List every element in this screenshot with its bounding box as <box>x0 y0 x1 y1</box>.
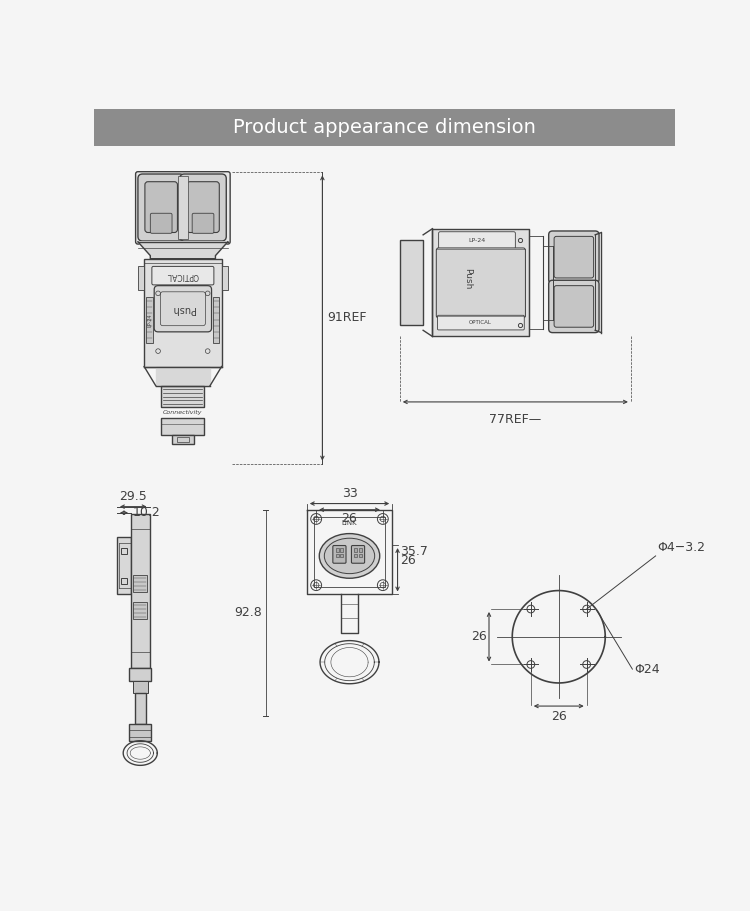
Bar <box>354 554 357 558</box>
Bar <box>177 436 189 442</box>
Text: 26: 26 <box>550 710 567 723</box>
Text: Product appearance dimension: Product appearance dimension <box>233 118 536 138</box>
FancyBboxPatch shape <box>154 286 212 332</box>
Text: Push: Push <box>463 268 472 290</box>
FancyBboxPatch shape <box>187 181 219 232</box>
Ellipse shape <box>324 538 375 574</box>
Bar <box>134 602 147 619</box>
FancyBboxPatch shape <box>549 231 599 283</box>
Polygon shape <box>144 366 222 385</box>
Text: 26: 26 <box>471 630 487 643</box>
Bar <box>130 668 151 681</box>
FancyBboxPatch shape <box>352 546 364 563</box>
Bar <box>130 723 151 741</box>
FancyBboxPatch shape <box>136 171 230 244</box>
Text: 77REF—: 77REF— <box>489 413 542 425</box>
FancyBboxPatch shape <box>554 236 594 278</box>
Text: Φ24: Φ24 <box>634 662 660 676</box>
Bar <box>354 548 357 552</box>
Bar <box>335 548 339 552</box>
Bar <box>161 385 204 407</box>
Bar <box>222 266 228 290</box>
Text: 29.5: 29.5 <box>119 490 147 503</box>
Text: LP-24: LP-24 <box>468 238 485 242</box>
Text: OPTICAL: OPTICAL <box>166 271 199 281</box>
Text: 92.8: 92.8 <box>234 607 262 619</box>
FancyBboxPatch shape <box>150 213 172 233</box>
Text: 26: 26 <box>400 554 416 567</box>
Bar <box>133 681 148 693</box>
Bar <box>178 177 188 240</box>
Bar <box>134 575 147 592</box>
Bar <box>400 241 423 325</box>
Bar <box>340 554 344 558</box>
FancyBboxPatch shape <box>549 281 599 333</box>
FancyBboxPatch shape <box>439 231 515 249</box>
Bar <box>335 554 339 558</box>
FancyBboxPatch shape <box>333 546 346 563</box>
Bar <box>131 514 149 668</box>
Bar <box>144 259 222 366</box>
Text: 10.2: 10.2 <box>133 507 160 519</box>
Bar <box>117 537 131 594</box>
Text: Connectivity: Connectivity <box>164 410 202 415</box>
Text: OPTICAL: OPTICAL <box>469 320 492 325</box>
Polygon shape <box>138 241 228 259</box>
Text: Φ4−3.2: Φ4−3.2 <box>657 541 705 555</box>
Text: LINK: LINK <box>342 520 357 526</box>
Text: 33: 33 <box>341 487 357 500</box>
FancyBboxPatch shape <box>152 266 214 285</box>
Text: Push: Push <box>171 303 195 313</box>
Bar <box>358 554 362 558</box>
Bar <box>358 548 362 552</box>
Bar <box>340 548 344 552</box>
Bar <box>172 435 194 445</box>
Bar <box>135 693 146 723</box>
FancyBboxPatch shape <box>180 174 226 241</box>
Bar <box>94 109 675 147</box>
Ellipse shape <box>320 534 380 578</box>
Bar <box>138 266 144 290</box>
Text: 26: 26 <box>341 512 357 525</box>
Text: LP-24: LP-24 <box>147 313 152 327</box>
FancyBboxPatch shape <box>138 174 184 241</box>
Bar <box>213 297 219 343</box>
FancyBboxPatch shape <box>437 315 524 330</box>
FancyBboxPatch shape <box>192 213 214 233</box>
Text: 91REF: 91REF <box>327 312 367 324</box>
Bar <box>146 297 153 343</box>
Text: 35.7: 35.7 <box>400 545 427 558</box>
FancyBboxPatch shape <box>554 286 594 327</box>
FancyBboxPatch shape <box>145 181 178 232</box>
Bar <box>161 418 204 435</box>
FancyBboxPatch shape <box>436 248 526 318</box>
Bar <box>433 229 530 336</box>
